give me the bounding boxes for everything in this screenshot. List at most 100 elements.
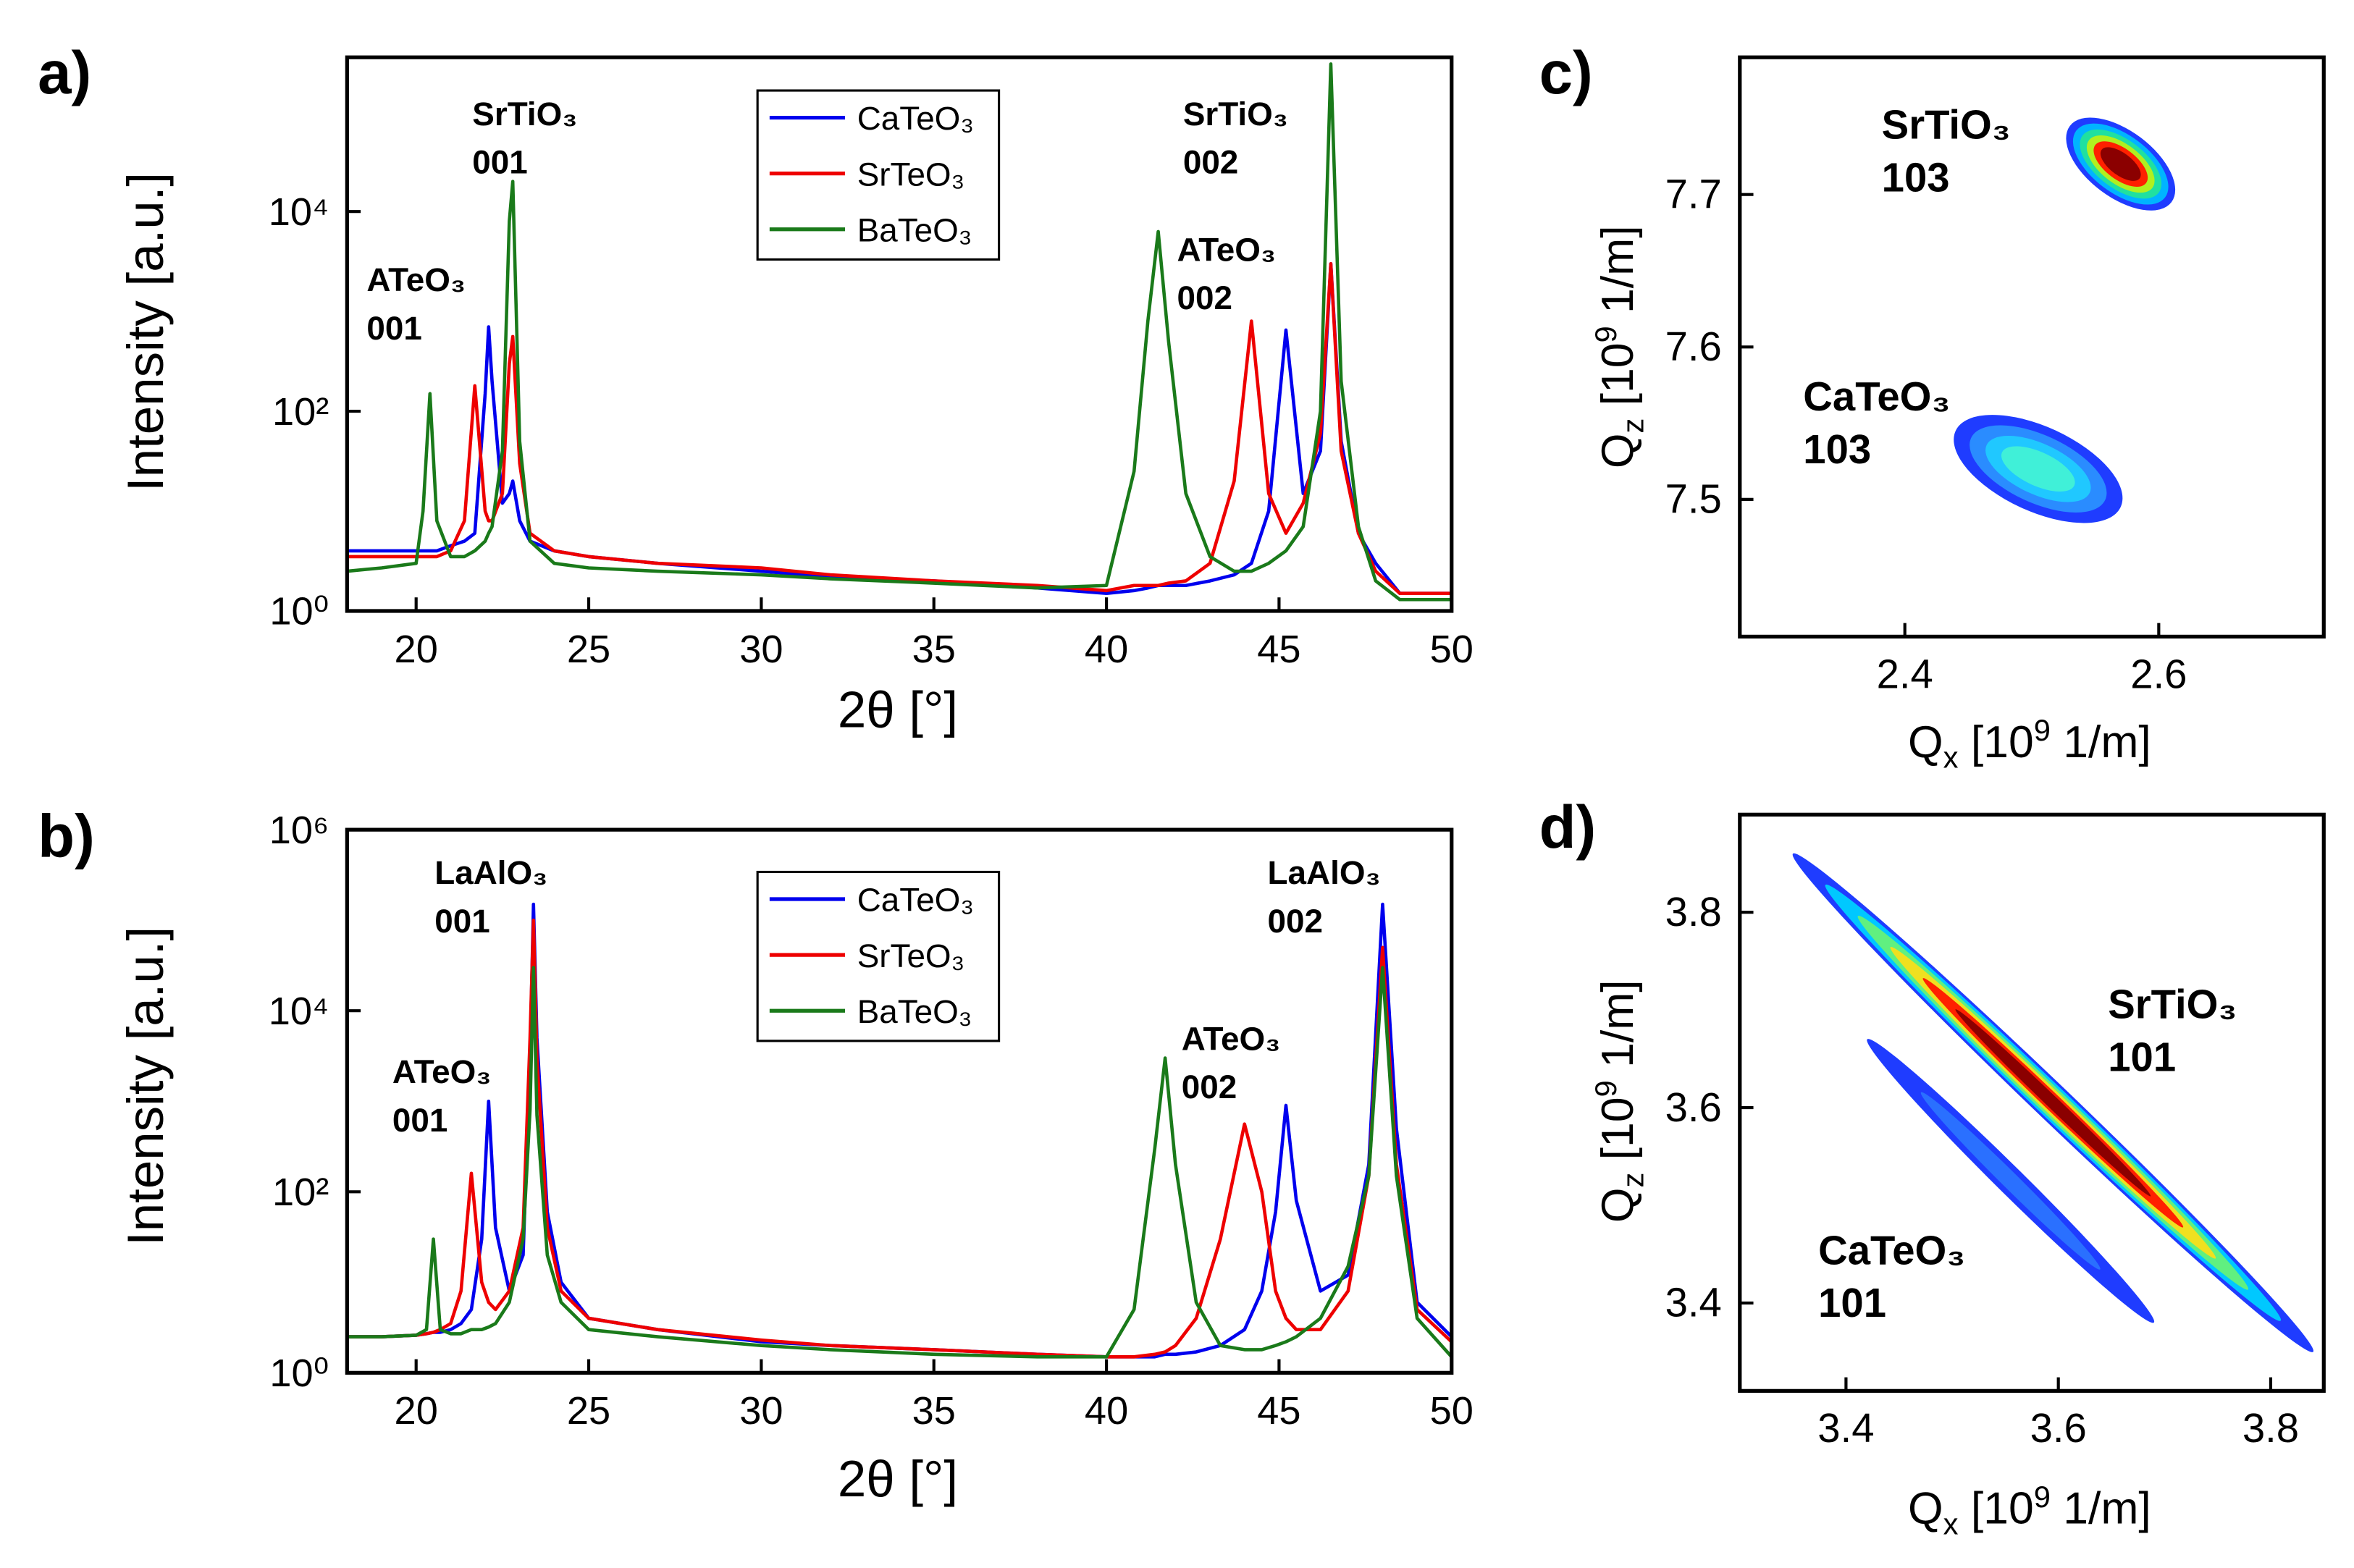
panel-label: c) <box>1539 39 1593 106</box>
peak-annotation: SrTiO₃ <box>1882 102 2011 148</box>
label-part: 1/m] <box>1592 979 1643 1080</box>
y-axis-label: Intensity [a.u.] <box>117 927 175 1246</box>
x-tick-label: 35 <box>912 1389 956 1433</box>
x-tick-label: 3.8 <box>2242 1405 2299 1451</box>
intensity-contour <box>2001 446 2075 492</box>
peak-annotation: LaAlO₃ <box>434 854 547 891</box>
plot-frame <box>1738 812 2326 1393</box>
plot-area <box>1954 117 2176 523</box>
peak-annotation: 002 <box>1177 279 1232 316</box>
x-tick-label: 45 <box>1257 1389 1300 1433</box>
peak-annotation: 001 <box>392 1102 447 1139</box>
x-tick-label: 30 <box>739 628 783 671</box>
y-tick-label: 10⁴ <box>269 990 329 1033</box>
y-tick-label: 7.5 <box>1665 476 1722 522</box>
label-part: 1/m] <box>1592 225 1643 326</box>
panel-label: a) <box>38 39 91 106</box>
legend-label: BaTeO₃ <box>857 993 972 1030</box>
peak-annotation: 001 <box>434 903 489 940</box>
label-part: [10 <box>1592 1097 1643 1172</box>
peak-annotation: SrTiO₃ <box>2108 982 2237 1027</box>
y-tick-label: 3.8 <box>1665 889 1722 935</box>
label-part: Q <box>1908 1483 1943 1534</box>
x-tick-label: 20 <box>395 1389 438 1433</box>
axis-label: Qz [109 1/m] <box>1589 979 1650 1223</box>
y-tick-label: 10⁰ <box>269 590 329 633</box>
y-tick-label: 10⁶ <box>269 809 329 852</box>
x-tick-label: 30 <box>739 1389 783 1433</box>
peak-annotation: 002 <box>1183 144 1238 181</box>
plot-frame <box>345 55 1454 613</box>
superscript: 9 <box>1589 326 1623 342</box>
plot-frame <box>1738 55 2326 639</box>
peak-annotation: 002 <box>1268 903 1323 940</box>
peak-annotation: 103 <box>1882 155 1950 201</box>
label-part: 1/m] <box>2051 1483 2151 1534</box>
plot-frame <box>345 827 1454 1375</box>
y-tick-label: 3.4 <box>1665 1280 1722 1325</box>
x-tick-label: 35 <box>912 628 956 671</box>
x-tick-label: 3.6 <box>2030 1405 2087 1451</box>
peak-annotation: 101 <box>1818 1280 1886 1325</box>
peak-annotation: SrTiO₃ <box>472 96 577 132</box>
peak-annotation: 002 <box>1182 1068 1237 1105</box>
peak-annotation: 101 <box>2108 1034 2176 1080</box>
x-tick-label: 2.6 <box>2130 651 2187 696</box>
x-tick-label: 2.4 <box>1877 651 1933 696</box>
intensity-contour <box>2100 147 2141 181</box>
x-tick-label: 40 <box>1085 1389 1128 1433</box>
x-tick-label: 25 <box>567 628 610 671</box>
label-part: [10 <box>1958 1483 2033 1534</box>
x-tick-label: 45 <box>1257 628 1300 671</box>
peak-annotation: LaAlO₃ <box>1268 854 1381 891</box>
x-tick-label: 50 <box>1430 1389 1474 1433</box>
x-tick-label: 20 <box>395 628 438 671</box>
panel-label: d) <box>1539 793 1597 861</box>
series-line <box>347 966 1452 1359</box>
x-tick-label: 25 <box>567 1389 610 1433</box>
x-axis-label: 2θ [°] <box>838 1451 958 1508</box>
label-part: [10 <box>1592 342 1643 418</box>
peak-annotation: CaTeO₃ <box>1818 1227 1965 1273</box>
axis-label: Qz [109 1/m] <box>1589 225 1650 468</box>
x-tick-label: 40 <box>1085 628 1128 671</box>
y-tick-label: 7.6 <box>1665 324 1722 369</box>
peak-annotation: ATeO₃ <box>1182 1020 1281 1057</box>
label-part: 1/m] <box>2051 717 2151 767</box>
y-tick-label: 3.6 <box>1665 1084 1722 1130</box>
legend-label: SrTeO₃ <box>857 937 965 974</box>
y-tick-label: 10² <box>272 390 329 434</box>
label-part: Q <box>1592 434 1643 469</box>
y-tick-label: 7.7 <box>1665 171 1722 216</box>
legend-label: SrTeO₃ <box>857 156 965 193</box>
subscript: x <box>1943 1506 1959 1540</box>
subscript: x <box>1943 741 1959 775</box>
y-tick-label: 10⁰ <box>269 1352 329 1395</box>
subscript: z <box>1615 418 1649 434</box>
peak-annotation: CaTeO₃ <box>1803 374 1950 419</box>
x-tick-label: 3.4 <box>1817 1405 1874 1451</box>
y-axis-label: Intensity [a.u.] <box>117 172 175 492</box>
intensity-contour <box>1955 1009 2151 1197</box>
y-tick-label: 10⁴ <box>269 190 329 234</box>
axis-label: Qx [109 1/m] <box>1908 713 2151 775</box>
legend-label: CaTeO₃ <box>857 100 974 137</box>
superscript: 9 <box>1589 1080 1623 1097</box>
superscript: 9 <box>2034 713 2051 747</box>
label-part: [10 <box>1958 717 2033 767</box>
peak-annotation: ATeO₃ <box>1177 232 1277 269</box>
plot-area <box>347 902 1452 1359</box>
peak-annotation: 103 <box>1803 426 1871 472</box>
series-line <box>347 262 1452 595</box>
label-part: Q <box>1908 717 1943 767</box>
y-tick-label: 10² <box>272 1171 329 1214</box>
plot-area <box>1792 853 2314 1352</box>
peak-annotation: SrTiO₃ <box>1183 96 1288 132</box>
legend-label: BaTeO₃ <box>857 211 972 248</box>
label-part: Q <box>1592 1188 1643 1223</box>
peak-annotation: ATeO₃ <box>366 261 466 298</box>
axis-label: Qx [109 1/m] <box>1908 1480 2151 1541</box>
plot-area <box>347 62 1452 602</box>
